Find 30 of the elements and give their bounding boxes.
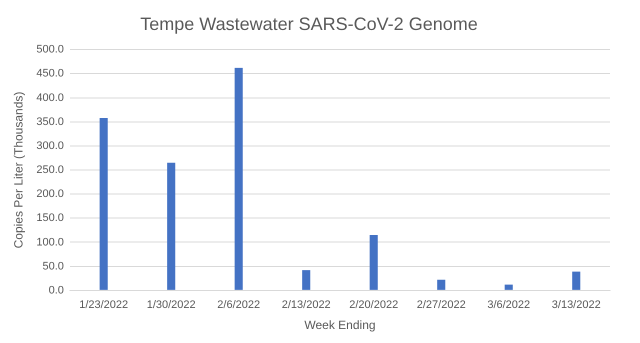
y-tick-label: 0.0 — [48, 284, 64, 296]
y-tick-label: 250.0 — [36, 164, 64, 176]
y-tick-label: 200.0 — [36, 188, 64, 200]
x-tick-label: 3/6/2022 — [487, 299, 530, 312]
x-tick-label: 3/13/2022 — [552, 299, 601, 312]
bar — [572, 272, 580, 290]
x-tick-label: 2/13/2022 — [282, 299, 331, 312]
x-tick-label: 2/27/2022 — [416, 299, 466, 312]
bar — [302, 270, 310, 290]
bar — [504, 284, 513, 290]
y-tick-label: 100.0 — [36, 236, 64, 248]
x-tick-label: 2/6/2022 — [217, 299, 260, 312]
y-tick-label: 500.0 — [36, 44, 64, 56]
y-tick-label: 400.0 — [36, 92, 64, 104]
y-tick-label: 150.0 — [36, 212, 64, 224]
bar — [370, 235, 378, 290]
x-tick-label: 1/23/2022 — [79, 299, 128, 312]
x-axis-title: Week Ending — [304, 318, 376, 332]
y-tick-label: 300.0 — [36, 140, 64, 152]
y-tick-label: 450.0 — [36, 68, 64, 80]
bar — [234, 68, 243, 290]
y-tick-label: 50.0 — [42, 260, 64, 272]
y-tick-label: 350.0 — [36, 116, 64, 128]
bar — [167, 162, 176, 290]
x-tick-label: 1/30/2022 — [146, 299, 196, 312]
x-tick-label: 2/20/2022 — [349, 299, 398, 312]
chart-title: Tempe Wastewater SARS-CoV-2 Genome — [140, 14, 478, 34]
bar — [437, 280, 446, 290]
bar — [100, 118, 108, 290]
y-axis-title: Copies Per Liter (Thousands) — [12, 92, 26, 248]
